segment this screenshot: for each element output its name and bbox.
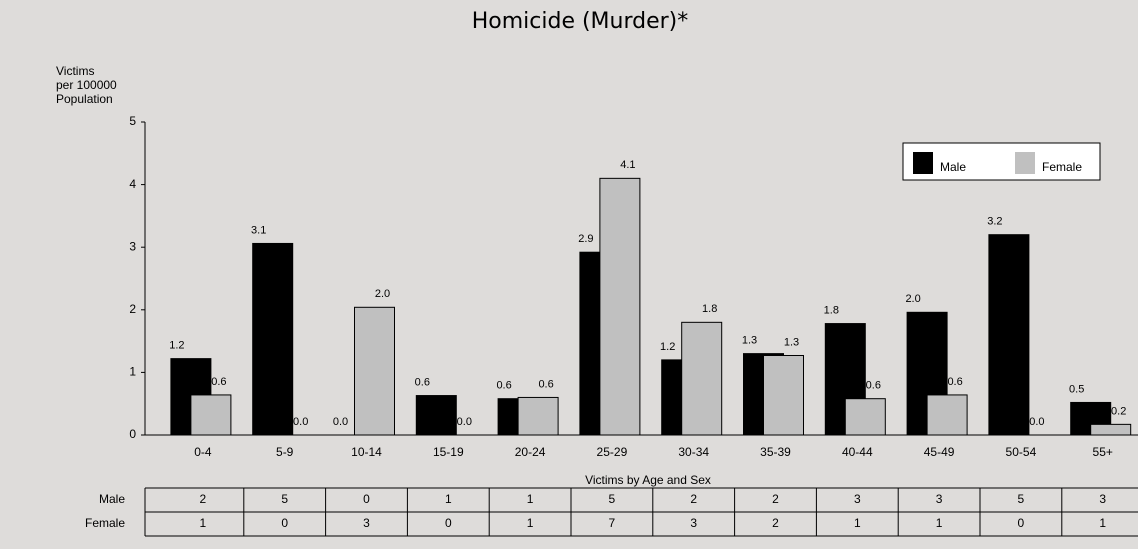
y-axis-label: per 100000 (56, 78, 117, 92)
value-label: 1.8 (702, 303, 717, 315)
chart-title: Homicide (Murder)* (472, 9, 689, 34)
y-tick-label: 5 (129, 114, 136, 128)
value-label: 0.6 (866, 380, 881, 392)
table-cell: 5 (1018, 492, 1025, 506)
legend-box (902, 142, 1101, 181)
value-label: 0.6 (538, 378, 553, 390)
value-label: 0.0 (333, 416, 348, 428)
table-cell: 2 (690, 492, 697, 506)
table-cell: 1 (527, 492, 534, 506)
bar (252, 242, 294, 436)
value-label: 0.6 (415, 376, 430, 388)
legend-label: Female (1042, 160, 1082, 174)
value-label: 1.3 (742, 335, 757, 347)
x-tick-label: 25-29 (597, 445, 628, 459)
y-tick-label: 3 (129, 239, 136, 253)
table-cell: 0 (1018, 516, 1025, 530)
y-axis-label: Victims (56, 64, 94, 78)
value-label: 0.0 (457, 416, 472, 428)
value-label: 0.2 (1111, 405, 1126, 417)
x-tick-label: 55+ (1093, 445, 1113, 459)
bar (844, 398, 886, 436)
value-label: 1.2 (660, 341, 675, 353)
x-tick-label: 10-14 (351, 445, 382, 459)
x-tick-label: 40-44 (842, 445, 873, 459)
table-cell: 2 (772, 516, 779, 530)
value-label: 3.1 (251, 224, 266, 236)
value-label: 0.6 (496, 380, 511, 392)
y-axis-label: Population (56, 92, 113, 106)
table-cell: 1 (200, 516, 207, 530)
bar (517, 396, 559, 436)
value-label: 0.6 (211, 376, 226, 388)
value-label: 2.9 (578, 233, 593, 245)
table-cell: 0 (445, 516, 452, 530)
x-tick-label: 0-4 (194, 445, 212, 459)
value-label: 0.0 (293, 416, 308, 428)
table-cell: 7 (609, 516, 616, 530)
table-cell: 3 (690, 516, 697, 530)
table-cell: 1 (854, 516, 861, 530)
value-label: 0.0 (1029, 416, 1044, 428)
table-cell: 3 (363, 516, 370, 530)
y-tick-label: 0 (129, 427, 136, 441)
table-row-label: Male (99, 492, 125, 506)
bar (763, 354, 804, 436)
value-label: 2.0 (905, 293, 920, 305)
x-tick-label: 15-19 (433, 445, 464, 459)
x-tick-label: 20-24 (515, 445, 546, 459)
table-cell: 3 (1099, 492, 1106, 506)
bar (190, 394, 232, 436)
value-label: 1.8 (824, 304, 839, 316)
y-tick-label: 1 (129, 365, 136, 379)
table-cell: 1 (1099, 516, 1106, 530)
x-tick-label: 50-54 (1006, 445, 1037, 459)
value-label: 0.6 (947, 376, 962, 388)
y-tick-label: 4 (129, 177, 136, 191)
table-cell: 2 (772, 492, 779, 506)
value-label: 1.3 (784, 336, 799, 348)
bar (599, 177, 641, 436)
table-cell: 3 (854, 492, 861, 506)
x-axis-label: Victims by Age and Sex (585, 473, 711, 487)
value-label: 4.1 (620, 159, 635, 171)
bar (926, 394, 968, 436)
value-label: 3.2 (987, 216, 1002, 228)
table-cell: 1 (936, 516, 943, 530)
table-cell: 5 (609, 492, 616, 506)
legend-swatch (1015, 152, 1035, 174)
x-tick-label: 30-34 (678, 445, 709, 459)
value-label: 2.0 (375, 288, 390, 300)
bar (1090, 423, 1132, 436)
x-tick-label: 35-39 (760, 445, 791, 459)
y-tick-label: 2 (129, 302, 136, 316)
table-cell: 5 (281, 492, 288, 506)
table-cell: 1 (445, 492, 452, 506)
legend-label: Male (940, 160, 966, 174)
value-label: 0.5 (1069, 383, 1084, 395)
table-cell: 0 (281, 516, 288, 530)
bar (415, 395, 457, 436)
bar (681, 321, 723, 436)
bar (988, 234, 1030, 436)
x-tick-label: 5-9 (276, 445, 294, 459)
table-row-label: Female (85, 516, 125, 530)
table-cell: 1 (527, 516, 534, 530)
legend-swatch (913, 152, 933, 174)
value-label: 1.2 (169, 340, 184, 352)
table-cell: 3 (936, 492, 943, 506)
x-tick-label: 45-49 (924, 445, 955, 459)
table-cell: 0 (363, 492, 370, 506)
bar (354, 306, 395, 436)
table-cell: 2 (200, 492, 207, 506)
